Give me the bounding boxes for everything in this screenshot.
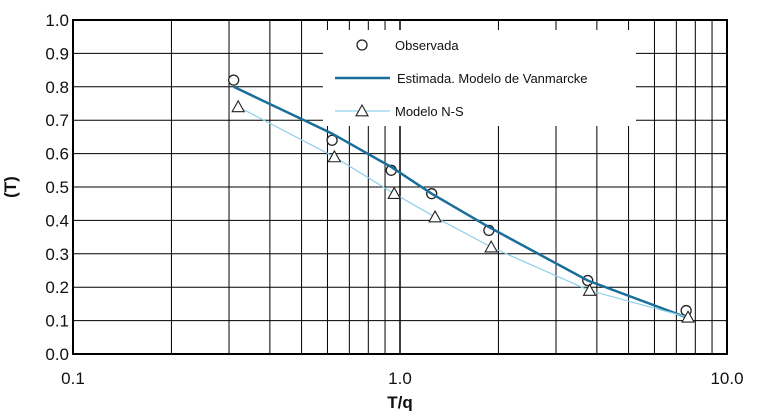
x-tick-label: 0.1 [61, 369, 85, 388]
data-point-circle [228, 74, 240, 86]
y-tick-label: 0.5 [45, 178, 69, 197]
y-tick-label: 0.3 [45, 245, 69, 264]
y-axis-title: (T) [1, 176, 20, 198]
y-tick-label: 1.0 [45, 11, 69, 30]
y-tick-label: 0.0 [45, 345, 69, 364]
plot-frame [72, 19, 728, 355]
grid [73, 20, 727, 354]
legend: Observada Estimada. Modelo de Vanmarcke Mo… [323, 30, 636, 126]
y-tick-label: 0.8 [45, 78, 69, 97]
series-line-1 [233, 85, 687, 319]
y-tick-label: 0.7 [45, 111, 69, 130]
y-tick-label: 0.4 [45, 211, 69, 230]
data-point-triangle [231, 99, 246, 113]
y-tick-label: 0.6 [45, 145, 69, 164]
data-point-circle [326, 134, 338, 146]
data-point-triangle [428, 209, 442, 223]
legend-label: Modelo N-S [395, 104, 464, 119]
legend-label: Observada [395, 38, 459, 53]
series-layer [228, 74, 695, 323]
x-axis-title: T/q [387, 393, 413, 411]
legend-label: Estimada. Modelo de Vanmarcke [397, 71, 588, 86]
data-point-triangle [582, 283, 597, 296]
ticks: 0.0 0.1 0.2 0.3 0.4 0.5 0.6 0.7 0.8 0.9 1.0 0.1 1.0 1… [45, 11, 743, 388]
legend-triangle-marker [355, 103, 369, 117]
legend-circle-marker [356, 39, 368, 51]
y-tick-label: 0.2 [45, 278, 69, 297]
x-tick-label: 1.0 [388, 369, 412, 388]
y-tick-label: 0.9 [45, 44, 69, 63]
y-tick-label: 0.1 [45, 312, 69, 331]
data-point-triangle [387, 186, 402, 200]
data-point-triangle [681, 310, 695, 323]
x-tick-label: 10.0 [710, 369, 743, 388]
data-point-triangle [327, 149, 342, 163]
data-point-triangle [484, 239, 499, 253]
